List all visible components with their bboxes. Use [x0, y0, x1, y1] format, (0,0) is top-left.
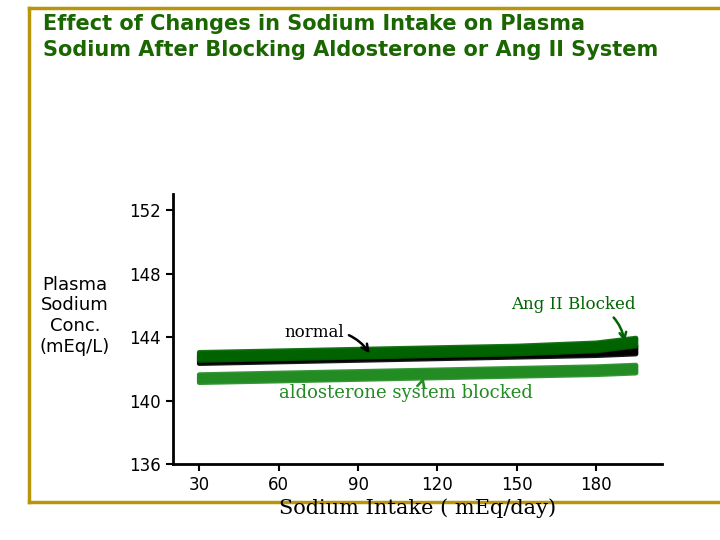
Text: Effect of Changes in Sodium Intake on Plasma: Effect of Changes in Sodium Intake on Pl… [43, 14, 585, 33]
Text: Sodium After Blocking Aldosterone or Ang II System: Sodium After Blocking Aldosterone or Ang… [43, 40, 659, 60]
Text: aldosterone system blocked: aldosterone system blocked [279, 378, 533, 402]
Text: Plasma
Sodium
Conc.
(mEq/L): Plasma Sodium Conc. (mEq/L) [40, 276, 110, 356]
Text: Sodium Intake ( mEq/day): Sodium Intake ( mEq/day) [279, 499, 556, 518]
Text: normal: normal [284, 325, 368, 351]
Text: Ang II Blocked: Ang II Blocked [511, 296, 636, 339]
